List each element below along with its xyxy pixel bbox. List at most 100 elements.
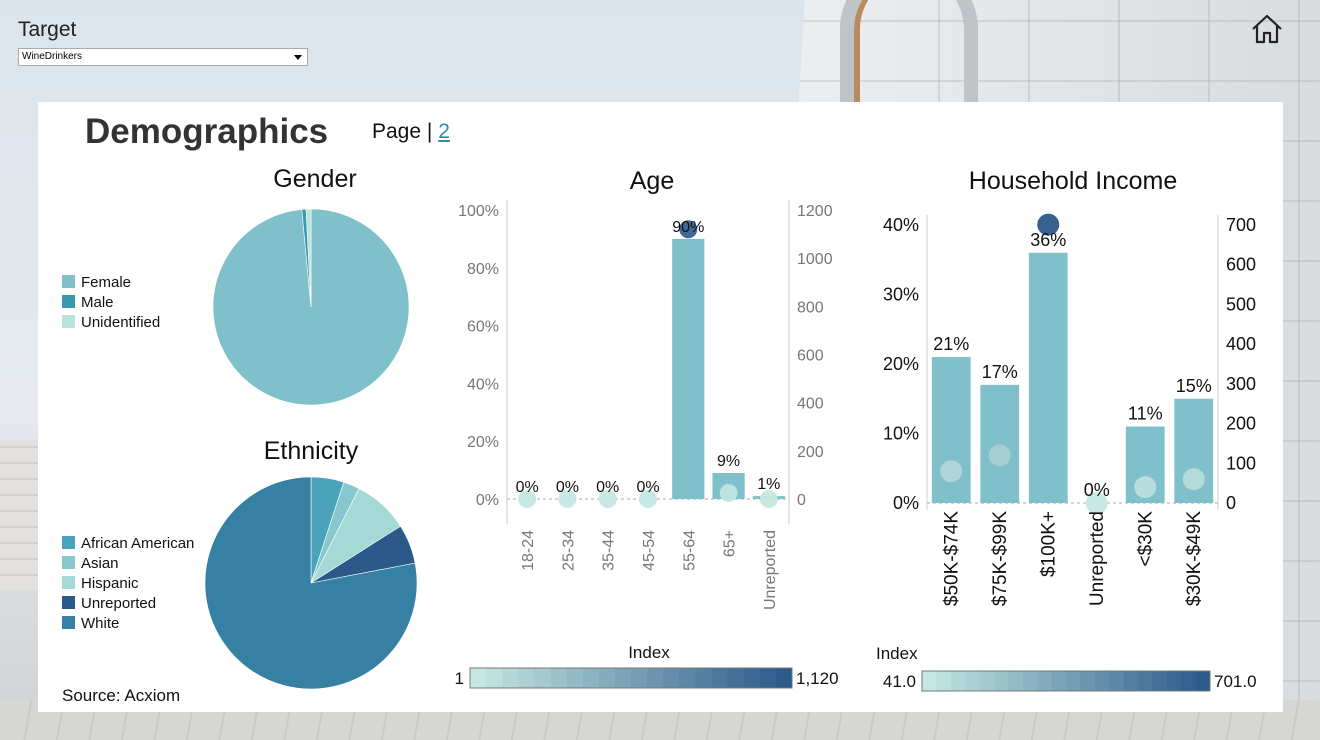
ethnicity-legend-swatch-african-american bbox=[62, 536, 75, 549]
home-icon[interactable] bbox=[1250, 12, 1284, 46]
age-index-dot-45-54 bbox=[639, 490, 657, 508]
age-index-legend-step bbox=[759, 668, 777, 688]
age-index-legend-step bbox=[727, 668, 745, 688]
gender-legend-swatch-female bbox=[62, 275, 75, 288]
income-index-legend-step bbox=[950, 671, 966, 691]
ethnicity-legend-label-african-american: African American bbox=[81, 535, 194, 552]
age-category-label-18-24: 18-24 bbox=[520, 530, 537, 571]
income-index-dot-30k bbox=[1134, 476, 1157, 499]
age-index-legend-step bbox=[695, 668, 712, 688]
income-index-legend-title: Index bbox=[876, 644, 918, 663]
age-y2-tick-600: 600 bbox=[797, 348, 824, 365]
age-index-legend-step bbox=[598, 668, 616, 688]
age-index-legend-step bbox=[631, 668, 648, 688]
income-index-legend-step bbox=[1066, 671, 1081, 691]
age-y2-tick-800: 800 bbox=[797, 299, 824, 316]
ethnicity-slice-white bbox=[204, 476, 418, 690]
income-category-label-100k: $100K+ bbox=[1038, 511, 1059, 577]
income-index-legend-min: 41.0 bbox=[883, 672, 916, 691]
age-title: Age bbox=[630, 167, 674, 195]
page-nav: Page | 2 bbox=[372, 120, 450, 144]
age-y-tick-60: 60% bbox=[467, 319, 499, 336]
age-index-legend-step bbox=[486, 668, 503, 688]
ethnicity-title: Ethnicity bbox=[264, 437, 359, 465]
age-index-legend-max: 1,120 bbox=[796, 669, 839, 688]
age-index-legend-step bbox=[470, 668, 487, 688]
income-index-legend-step bbox=[1080, 671, 1096, 691]
income-index-legend-step bbox=[1051, 671, 1067, 691]
income-y-tick-30: 30% bbox=[883, 285, 919, 305]
income-value-label-unreported: 0% bbox=[1084, 480, 1110, 500]
age-category-label-45-54: 45-54 bbox=[641, 530, 658, 571]
income-title: Household Income bbox=[969, 167, 1177, 195]
age-index-legend-step bbox=[550, 668, 568, 688]
income-y-tick-20: 20% bbox=[883, 354, 919, 374]
age-y2-tick-200: 200 bbox=[797, 444, 824, 461]
income-y2-tick-400: 400 bbox=[1226, 334, 1256, 354]
age-bar-55-64 bbox=[672, 238, 705, 499]
age-index-legend-step bbox=[647, 668, 664, 688]
age-index-legend-step bbox=[518, 668, 535, 688]
age-y2-tick-0: 0 bbox=[797, 492, 806, 509]
income-index-legend-step bbox=[1037, 671, 1053, 691]
age-y2-tick-400: 400 bbox=[797, 396, 824, 413]
income-index-dot-30k-49k bbox=[1182, 468, 1205, 491]
income-index-legend-step bbox=[994, 671, 1009, 691]
age-value-label-45-54: 0% bbox=[636, 479, 659, 496]
age-value-label-18-24: 0% bbox=[516, 479, 539, 496]
income-index-legend-step bbox=[1123, 671, 1139, 691]
age-value-label-35-44: 0% bbox=[596, 479, 619, 496]
gender-legend-label-male: Male bbox=[81, 294, 114, 311]
income-y-tick-40: 40% bbox=[883, 215, 919, 235]
income-value-label-100k: 36% bbox=[1030, 230, 1066, 250]
income-index-legend-step bbox=[1195, 671, 1211, 691]
page-title: Demographics bbox=[85, 112, 329, 151]
gender-legend-label-female: Female bbox=[81, 274, 131, 291]
age-y-tick-20: 20% bbox=[467, 434, 499, 451]
income-y-tick-10: 10% bbox=[883, 424, 919, 444]
income-index-legend-step bbox=[1166, 671, 1182, 691]
age-y-tick-40: 40% bbox=[467, 376, 499, 393]
dropdown-arrow-icon[interactable] bbox=[294, 55, 302, 60]
ethnicity-legend-label-asian: Asian bbox=[81, 555, 119, 572]
target-dropdown[interactable]: WineDrinkers bbox=[18, 48, 308, 66]
gender-legend-label-unidentified: Unidentified bbox=[81, 314, 160, 331]
income-bar-75k-99k bbox=[980, 384, 1020, 503]
income-category-label-50k-74k: $50K-$74K bbox=[941, 511, 962, 606]
ethnicity-legend-label-white: White bbox=[81, 615, 119, 632]
page-2-link[interactable]: 2 bbox=[438, 120, 450, 143]
ethnicity-legend-label-hispanic: Hispanic bbox=[81, 575, 139, 592]
background-left-wall bbox=[0, 440, 40, 590]
page-nav-label: Page | bbox=[372, 120, 433, 143]
age-category-label-unreported: Unreported bbox=[762, 530, 779, 610]
income-value-label-30k: 11% bbox=[1128, 404, 1163, 424]
age-index-dot-65 bbox=[719, 483, 738, 502]
age-index-legend-box bbox=[469, 667, 793, 689]
age-index-dot-35-44 bbox=[598, 490, 617, 508]
ethnicity-legend-swatch-unreported bbox=[62, 596, 75, 609]
target-selected-value: WineDrinkers bbox=[22, 51, 83, 62]
income-index-legend-step bbox=[1138, 671, 1153, 691]
ethnicity-legend-label-unreported: Unreported bbox=[81, 595, 156, 612]
age-y2-tick-1200: 1200 bbox=[797, 203, 833, 220]
income-value-label-75k-99k: 17% bbox=[982, 362, 1018, 382]
income-category-label-75k-99k: $75K-$99K bbox=[990, 511, 1011, 606]
income-index-legend-step bbox=[1181, 671, 1197, 691]
target-label: Target bbox=[18, 18, 77, 41]
income-index-dot-100k bbox=[1037, 213, 1060, 236]
income-index-dot-50k-74k bbox=[940, 460, 963, 483]
gender-legend-swatch-male bbox=[62, 295, 75, 308]
age-category-label-25-34: 25-34 bbox=[560, 530, 577, 571]
income-index-legend-step bbox=[1022, 671, 1038, 691]
income-index-legend-step bbox=[979, 671, 995, 691]
income-y2-tick-0: 0 bbox=[1226, 493, 1236, 513]
income-y-tick-0: 0% bbox=[893, 493, 919, 513]
age-value-label-55-64: 90% bbox=[672, 219, 704, 236]
source-note: Source: Acxiom bbox=[62, 686, 181, 705]
ethnicity-legend-swatch-white bbox=[62, 616, 75, 629]
income-index-legend-step bbox=[1109, 671, 1125, 691]
age-index-legend-step bbox=[566, 668, 584, 688]
income-index-legend-step bbox=[922, 671, 937, 691]
age-category-label-65: 65+ bbox=[722, 530, 739, 557]
